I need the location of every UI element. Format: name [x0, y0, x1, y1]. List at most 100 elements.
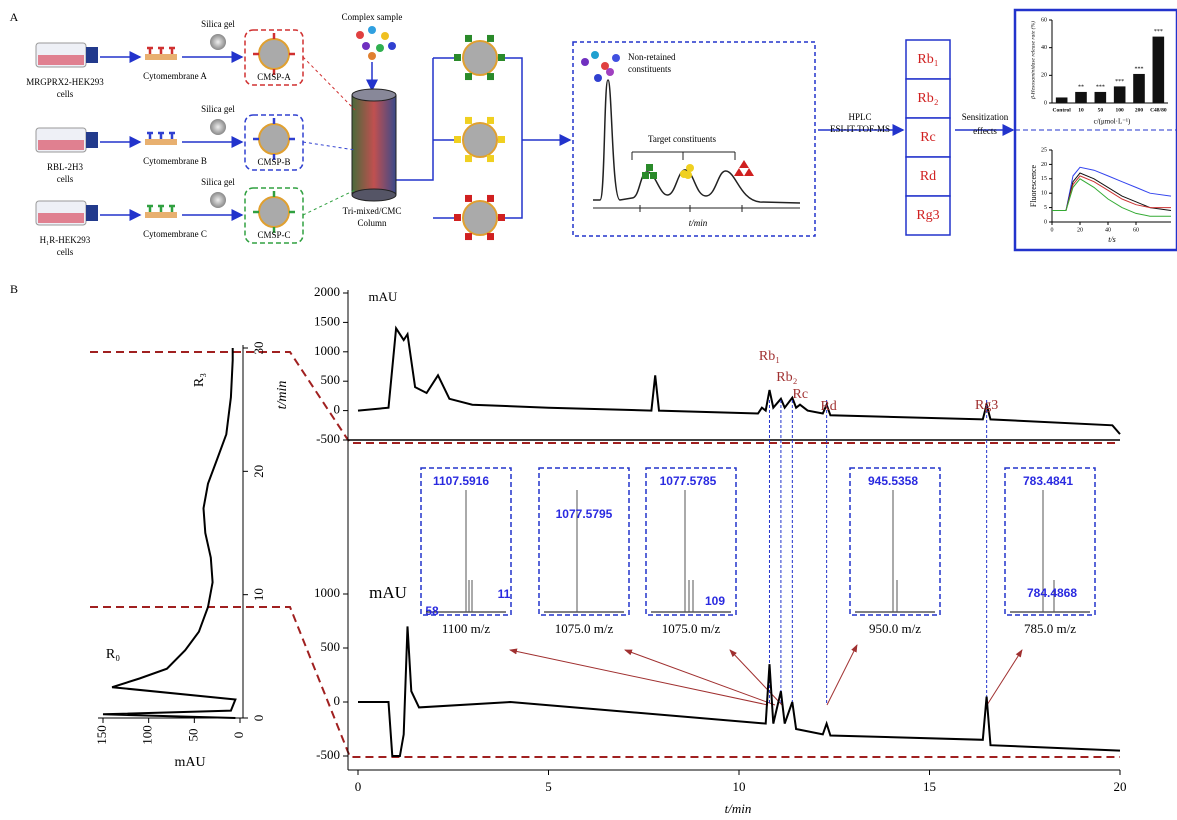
cell-label: RBL-2H3 [47, 162, 84, 172]
bound-ligand [454, 214, 461, 221]
unit-label: mAU [369, 289, 399, 304]
x-tick-label: 0 [231, 732, 246, 739]
unit-label: mAU [369, 583, 407, 602]
peak-label: Rg3 [975, 398, 998, 413]
flask-cap [86, 47, 98, 63]
ms-axis-label: 1100 m/z [442, 621, 490, 636]
label: A [10, 10, 19, 24]
label: ESI-IT-TOF-MS [830, 124, 890, 134]
receptor [158, 133, 164, 139]
bound-ligand [454, 54, 461, 61]
x-tick-label: 150 [94, 725, 109, 745]
silica-label: Silica gel [201, 104, 235, 114]
y-tick-label: 30 [251, 342, 266, 355]
y-tick-label: 500 [321, 639, 341, 654]
silica-gel [210, 192, 226, 208]
sample-icons [356, 26, 396, 60]
x-tick-label: 20 [1114, 779, 1127, 794]
label: HPLC [848, 112, 871, 122]
flask-medium [38, 55, 84, 65]
x-tick-label: 50 [185, 729, 200, 742]
x-tick-label: 100 [140, 725, 155, 745]
bound-ligand [487, 233, 494, 240]
peak-label: Rb₂ [776, 370, 797, 385]
bound-ligand [498, 54, 505, 61]
compound: Rd [920, 169, 936, 184]
y-tick-label: 10 [1041, 191, 1047, 197]
label: Target constituents [648, 134, 716, 144]
region-label: R₃ [192, 373, 207, 387]
link [303, 57, 355, 110]
ms-arrows [510, 645, 1022, 705]
x-label: t/min [725, 801, 752, 816]
y-tick-label: 0 [334, 402, 341, 417]
cell-label: MRGPRX2-HEK293 [26, 77, 104, 87]
mz-label: 783.4841 [1023, 474, 1073, 488]
y-tick-label: 5 [1044, 205, 1047, 211]
trace [358, 328, 1120, 434]
x-tick-label: 60 [1133, 227, 1139, 233]
ms-axis-label: 1075.0 m/z [555, 621, 614, 636]
y-tick-label: 500 [321, 372, 341, 387]
silica-gel [210, 34, 226, 50]
receptor [147, 206, 153, 212]
significance: *** [1115, 79, 1124, 85]
bound-ligand [465, 155, 472, 162]
x-tick-label: 50 [1098, 107, 1104, 113]
peak-label: Rd [820, 399, 836, 414]
cmsp-particle [259, 124, 289, 154]
y-tick-label: 20 [251, 465, 266, 478]
flask-cap [86, 205, 98, 221]
membrane-label: Cytomembrane B [143, 156, 207, 166]
y-tick-label: 1000 [314, 343, 340, 358]
x-tick-label: 20 [1077, 227, 1083, 233]
peak-label: Rb₁ [759, 349, 780, 364]
y-tick-label: 0 [1044, 100, 1047, 106]
receptor [147, 133, 153, 139]
ms-axis-label: 785.0 m/z [1024, 621, 1076, 636]
x-tick-label: 0 [355, 779, 362, 794]
x-tick-label: 10 [1078, 107, 1084, 113]
compound: Rc [920, 130, 936, 145]
mz-label: 1077.5795 [556, 507, 613, 521]
receptor [158, 48, 164, 54]
cell-label: cells [57, 247, 74, 257]
nonretained-icons [581, 51, 620, 82]
y-tick-label: 25 [1041, 147, 1047, 153]
cmsp-particle [259, 39, 289, 69]
region-label: R₀ [106, 647, 120, 662]
x-tick-label: Control [1053, 107, 1072, 113]
label: Complex sample [342, 12, 403, 22]
bar [1153, 37, 1165, 103]
bound-ligand [487, 35, 494, 42]
bound-ligand [465, 73, 472, 80]
receptor [158, 206, 164, 212]
peak-icons [642, 160, 754, 179]
ms-box [646, 468, 736, 615]
y-tick-label: 20 [1041, 73, 1047, 79]
label: t/min [689, 218, 708, 228]
mz-label: 58 [425, 604, 439, 618]
x-tick-label: 200 [1135, 107, 1144, 113]
figure: AMRGPRX2-HEK293cellsCytomembrane ASilica… [0, 0, 1177, 820]
label: B [10, 282, 18, 296]
label: Non-retained [628, 52, 676, 62]
bound-ligand [454, 136, 461, 143]
receptor [169, 133, 175, 139]
y-tick-label: 0 [251, 715, 266, 722]
cmsp-label: CMSP-B [257, 157, 290, 167]
mz-label: 1107.5916 [433, 474, 489, 488]
x-label: t/s [1108, 235, 1116, 244]
membrane [145, 212, 177, 218]
bar [1095, 92, 1107, 103]
mz-label: 109 [705, 594, 725, 608]
mz-label: 1077.5785 [660, 474, 717, 488]
y-label: Fluorescence [1029, 164, 1038, 207]
compound: Rb₂ [917, 91, 938, 106]
membrane [145, 54, 177, 60]
series-line [1052, 179, 1171, 216]
compound: Rg3 [916, 208, 939, 223]
bar [1114, 86, 1126, 103]
y-tick-label: 10 [251, 588, 266, 601]
silica-label: Silica gel [201, 19, 235, 29]
